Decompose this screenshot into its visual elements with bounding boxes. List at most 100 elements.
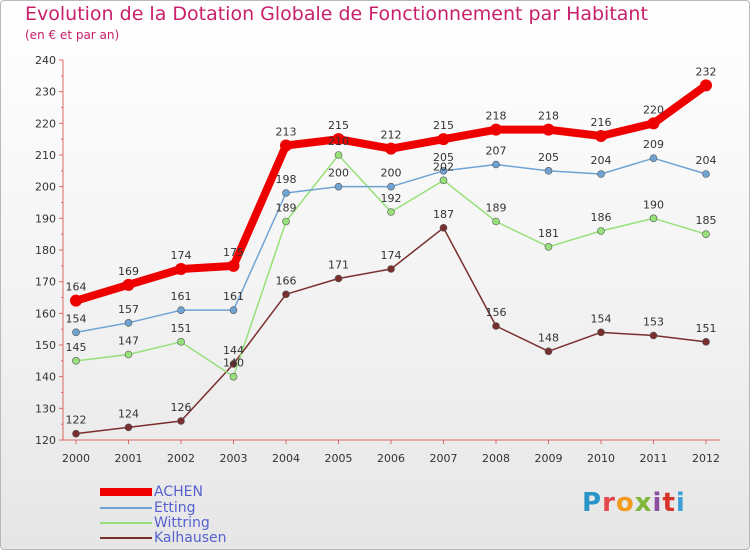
data-point — [439, 224, 448, 232]
legend-label: Kalhausen — [154, 530, 227, 546]
data-point — [72, 357, 80, 365]
logo-letter: i — [675, 488, 686, 518]
data-point — [332, 133, 345, 146]
x-tick-label: 2003 — [220, 452, 248, 465]
data-label: 161 — [171, 290, 192, 303]
legend-item-wittring: Wittring — [100, 515, 210, 531]
legend-label: Etting — [154, 500, 196, 516]
y-tick-label: 150 — [35, 339, 56, 352]
data-label: 232 — [696, 65, 717, 78]
data-label: 140 — [223, 357, 244, 370]
data-point — [649, 331, 658, 340]
data-point — [437, 133, 450, 146]
data-label: 220 — [643, 103, 664, 116]
data-point — [334, 274, 343, 283]
data-label: 198 — [276, 173, 297, 186]
logo-letter: x — [634, 488, 653, 518]
data-label: 210 — [328, 135, 349, 148]
data-point — [124, 319, 133, 327]
data-label: 124 — [118, 407, 139, 420]
x-tick-label: 2002 — [167, 452, 195, 465]
data-point — [282, 189, 290, 197]
data-point — [544, 347, 553, 356]
proxiti-logo: Proxiti — [582, 488, 686, 518]
x-tick-label: 2011 — [640, 452, 668, 465]
data-label: 156 — [486, 306, 507, 319]
y-tick-label: 160 — [35, 307, 56, 320]
legend-swatch — [100, 537, 152, 539]
data-label: 122 — [66, 414, 87, 427]
legend-item-kalhausen: Kalhausen — [100, 530, 227, 546]
data-point — [702, 338, 710, 346]
data-point — [177, 417, 185, 425]
data-point — [124, 423, 133, 432]
data-label: 204 — [591, 154, 612, 167]
y-tick-label: 130 — [35, 402, 56, 415]
legend-swatch — [100, 507, 152, 509]
data-point — [492, 217, 500, 226]
data-point — [490, 123, 502, 136]
data-point — [177, 306, 185, 314]
data-label: 161 — [223, 290, 244, 303]
data-point — [647, 117, 660, 130]
data-label: 209 — [643, 138, 664, 151]
data-label: 148 — [538, 331, 559, 344]
legend-swatch — [100, 488, 152, 496]
y-tick-label: 230 — [35, 86, 56, 99]
logo-letter: r — [602, 488, 616, 518]
data-point — [702, 170, 710, 178]
data-label: 151 — [171, 322, 192, 335]
data-label: 207 — [486, 145, 507, 158]
data-point — [439, 167, 448, 175]
y-tick-label: 220 — [35, 117, 56, 130]
data-label: 187 — [433, 208, 454, 221]
y-tick-label: 210 — [35, 149, 56, 162]
data-point — [385, 142, 397, 155]
data-label: 205 — [433, 151, 454, 164]
data-point — [177, 338, 185, 346]
data-point — [70, 294, 82, 307]
data-point — [334, 182, 343, 191]
data-point — [700, 79, 712, 92]
data-label: 174 — [171, 249, 192, 262]
data-label: 145 — [66, 341, 87, 354]
data-point — [229, 306, 238, 314]
data-point — [597, 227, 605, 235]
data-point — [229, 372, 238, 381]
x-tick-label: 2007 — [430, 452, 458, 465]
x-tick-label: 2001 — [115, 452, 143, 465]
data-label: 153 — [643, 316, 664, 329]
legend-label: Wittring — [154, 515, 210, 531]
data-point — [492, 322, 500, 330]
data-point — [542, 123, 555, 136]
y-tick-label: 190 — [35, 212, 56, 225]
series-achen — [70, 79, 712, 307]
data-label: 186 — [591, 211, 612, 224]
data-point — [439, 176, 448, 185]
y-tick-label: 140 — [35, 371, 56, 384]
logo-letter: i — [652, 488, 663, 518]
data-label: 174 — [381, 249, 402, 262]
chart-title: Evolution de la Dotation Globale de Fonc… — [25, 3, 648, 25]
logo-letter: o — [615, 488, 635, 518]
data-label: 154 — [66, 312, 87, 325]
legend-item-etting: Etting — [100, 500, 195, 516]
data-point — [122, 278, 135, 291]
data-point — [175, 263, 187, 275]
data-point — [702, 230, 710, 238]
data-label: 144 — [223, 344, 244, 357]
data-label: 205 — [538, 151, 559, 164]
y-tick-label: 200 — [35, 181, 56, 194]
data-point — [387, 182, 395, 191]
x-tick-label: 2012 — [692, 452, 720, 465]
data-label: 215 — [433, 119, 454, 132]
data-label: 218 — [538, 110, 559, 123]
data-point — [72, 328, 80, 337]
data-label: 200 — [328, 167, 349, 180]
data-label: 215 — [328, 119, 349, 132]
data-label: 154 — [591, 312, 612, 325]
data-point — [544, 243, 553, 251]
data-label: 218 — [486, 110, 507, 123]
logo-letter: t — [662, 488, 676, 518]
y-tick-label: 180 — [35, 244, 56, 257]
